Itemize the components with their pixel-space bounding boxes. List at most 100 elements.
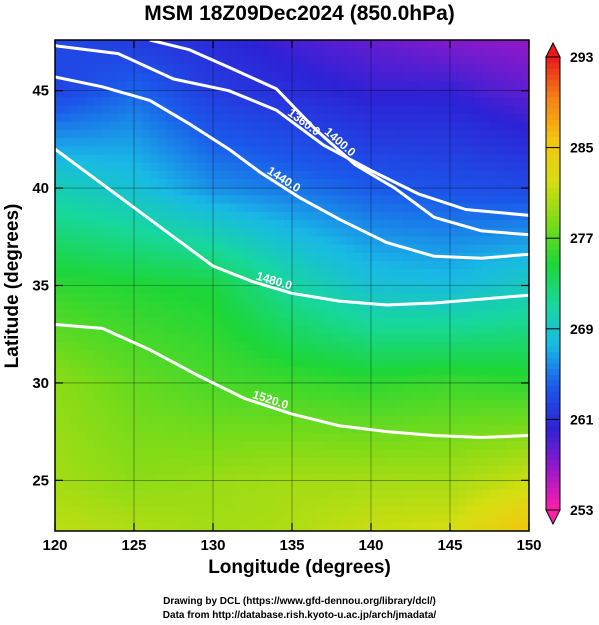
heat-cell: [465, 391, 475, 401]
heat-cell: [426, 195, 435, 205]
heat-cell: [418, 105, 427, 115]
heat-cell: [260, 40, 269, 49]
heat-cell: [70, 105, 80, 115]
heat-cell: [292, 473, 301, 483]
heat-cell: [165, 187, 175, 197]
heat-cell: [102, 113, 111, 123]
heat-cell: [386, 375, 396, 385]
heat-cell: [165, 260, 175, 270]
heat-cell: [426, 465, 435, 475]
heat-cell: [363, 465, 372, 475]
heat-cell: [110, 146, 119, 156]
heat-cell: [197, 277, 206, 287]
heat-cell: [55, 383, 64, 393]
heat-cell: [434, 301, 443, 311]
heat-cell: [205, 220, 214, 229]
heat-cell: [315, 465, 325, 475]
heat-cell: [78, 318, 88, 328]
heat-cell: [307, 285, 317, 295]
heat-cell: [386, 326, 396, 336]
heat-cell: [268, 301, 277, 311]
heat-cell: [339, 400, 348, 409]
heat-cell: [157, 473, 167, 483]
heat-cell: [339, 203, 348, 213]
heat-cell: [197, 457, 206, 467]
heat-cell: [331, 383, 340, 393]
heat-cell: [236, 195, 246, 205]
heat-cell: [197, 130, 206, 139]
heat-cell: [165, 465, 175, 475]
heat-cell: [473, 416, 483, 426]
heat-cell: [110, 514, 119, 524]
heat-cell: [134, 334, 143, 344]
heat-cell: [205, 383, 214, 393]
heat-cell: [363, 195, 372, 205]
heat-cell: [260, 440, 269, 450]
heat-cell: [450, 48, 459, 57]
heat-cell: [307, 40, 317, 49]
heat-cell: [244, 203, 254, 213]
heat-cell: [363, 187, 372, 197]
heat-cell: [489, 506, 498, 516]
heat-cell: [473, 481, 483, 491]
heat-cell: [94, 367, 103, 377]
heat-cell: [457, 522, 467, 531]
heat-cell: [70, 48, 80, 57]
heat-cell: [189, 89, 198, 98]
heat-cell: [220, 179, 230, 188]
heat-cell: [134, 318, 143, 328]
heat-cell: [70, 473, 80, 483]
heat-cell: [165, 326, 175, 336]
heat-cell: [134, 64, 143, 74]
heat-cell: [371, 252, 380, 262]
heat-cell: [473, 162, 483, 172]
heat-cell: [213, 48, 222, 57]
heat-cell: [236, 367, 246, 377]
heat-cell: [402, 498, 412, 508]
heat-cell: [70, 367, 80, 377]
colorbar-segment: [546, 362, 560, 370]
heat-cell: [228, 383, 238, 393]
heat-cell: [284, 326, 293, 336]
heat-cell: [386, 408, 396, 418]
heat-cell: [252, 80, 261, 90]
heat-cell: [141, 179, 151, 188]
heat-cell: [126, 252, 135, 262]
heat-cell: [55, 391, 64, 401]
heat-cell: [323, 228, 333, 237]
heat-cell: [189, 334, 198, 344]
heat-cell: [157, 64, 167, 74]
heat-cell: [165, 375, 175, 385]
heat-cell: [228, 367, 238, 377]
heat-cell: [394, 277, 404, 287]
heat-cell: [363, 97, 372, 107]
contour-line: [55, 75, 529, 260]
heat-cell: [141, 260, 151, 270]
heat-cell: [323, 130, 333, 139]
heat-cell: [323, 277, 333, 287]
heat-cell: [157, 490, 167, 499]
heat-cell: [521, 375, 529, 385]
heat-cell: [213, 220, 222, 229]
heat-cell: [386, 432, 396, 442]
heat-cell: [394, 170, 404, 180]
heat-cell: [386, 48, 396, 57]
heat-cell: [55, 432, 64, 442]
heat-cell: [347, 334, 356, 344]
heat-cell: [481, 285, 491, 295]
heat-cell: [442, 195, 451, 205]
heat-cell: [165, 359, 175, 368]
heat-cell: [323, 244, 333, 254]
x-tick-label: 145: [437, 537, 462, 554]
heat-cell: [386, 179, 396, 188]
heat-cell: [450, 277, 459, 287]
heat-cell: [331, 408, 340, 418]
heat-cell: [418, 121, 427, 131]
colorbar-tick-label: 253: [570, 502, 594, 518]
heat-cell: [189, 277, 198, 287]
heat-cell: [442, 130, 451, 139]
heat-cell: [102, 391, 111, 401]
heat-cell: [149, 375, 159, 385]
heat-cell: [110, 203, 119, 213]
heat-cell: [157, 424, 167, 434]
